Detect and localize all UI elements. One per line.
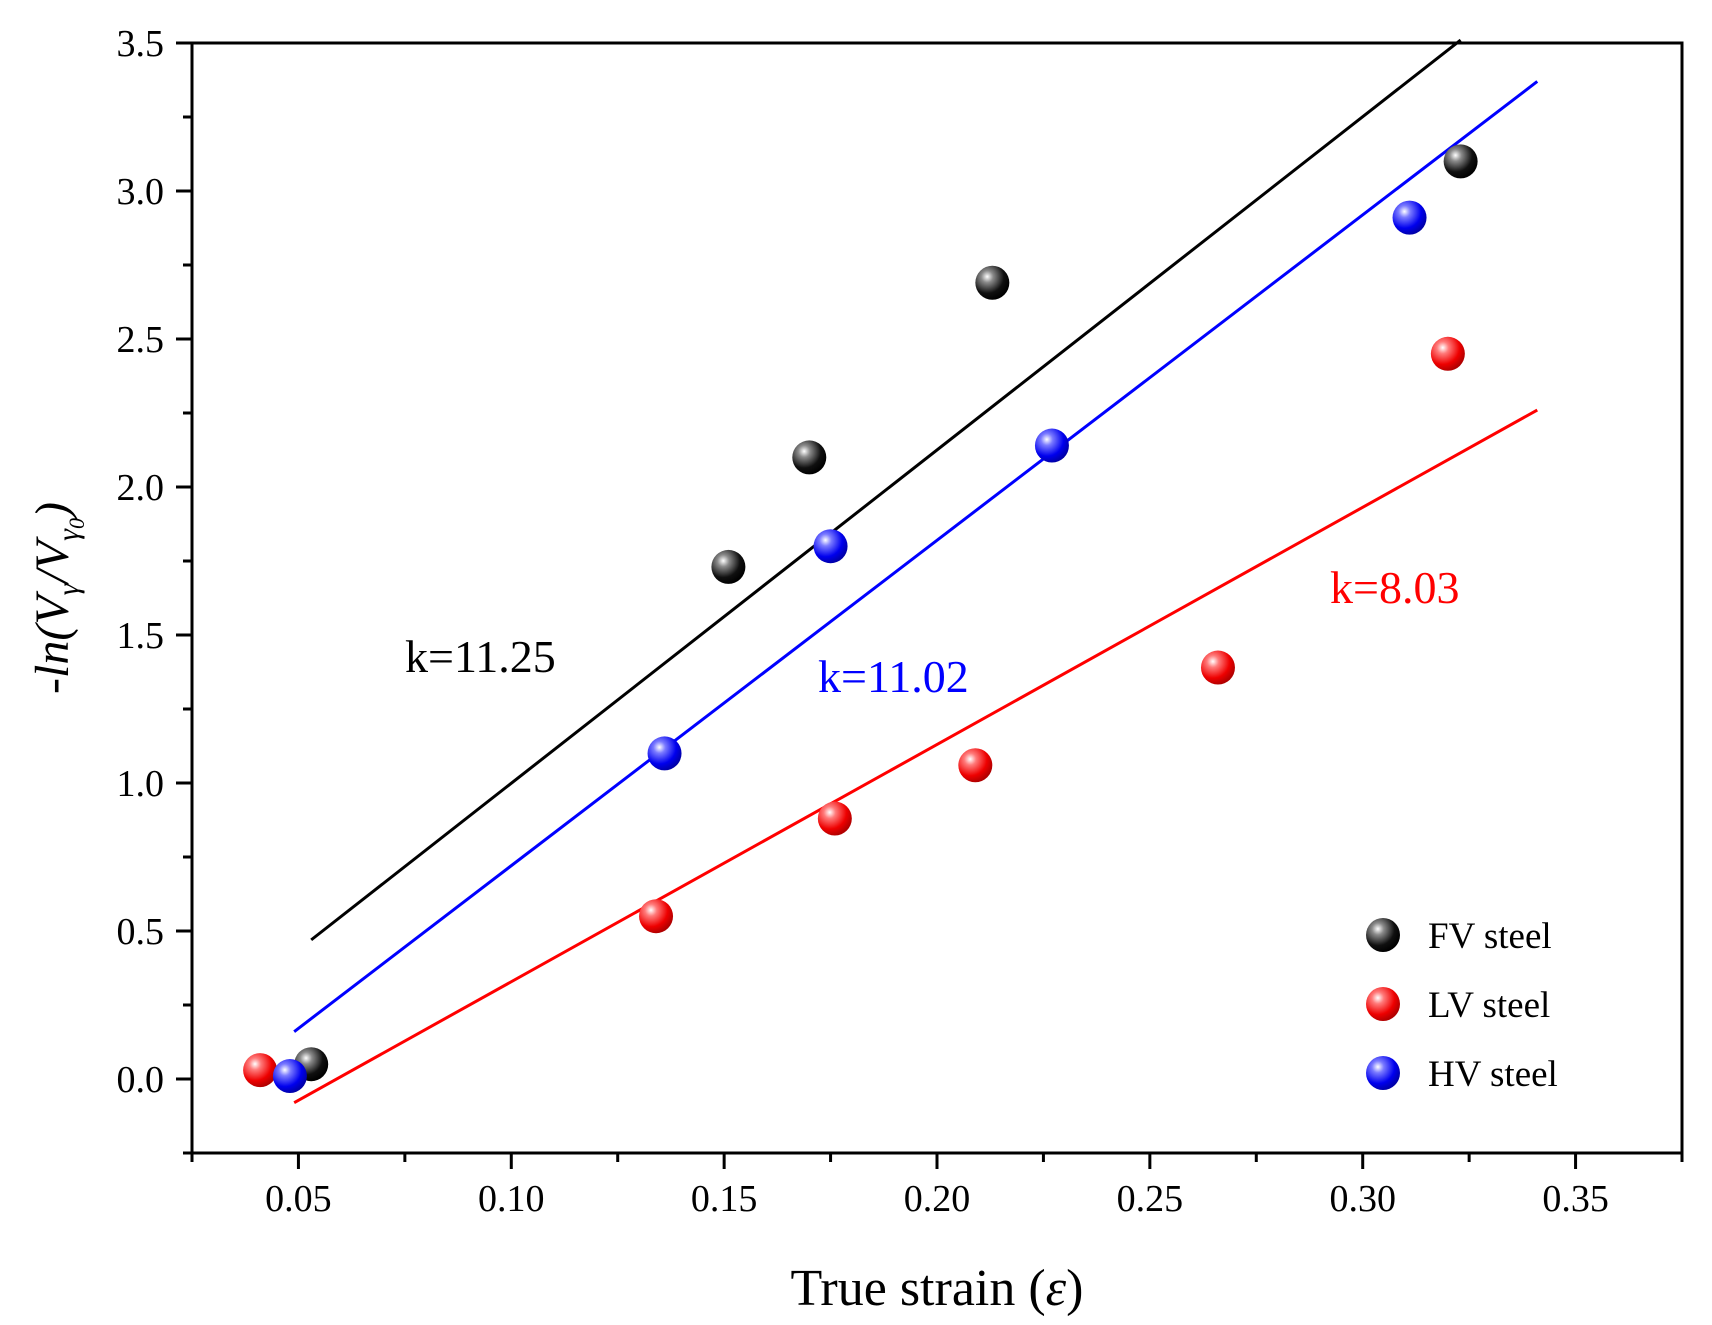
x-axis-label: True strain (ε) bbox=[790, 1260, 1083, 1317]
point-hv-2 bbox=[647, 736, 682, 771]
y-tick-label: 0.5 bbox=[117, 911, 165, 953]
point-lv-2 bbox=[639, 899, 674, 934]
legend-marker-fv bbox=[1366, 918, 1400, 952]
x-tick-label: 0.35 bbox=[1542, 1178, 1609, 1220]
x-tick-label: 0.30 bbox=[1329, 1178, 1396, 1220]
legend-label-fv: FV steel bbox=[1428, 916, 1552, 957]
y-tick-label: 3.5 bbox=[117, 23, 165, 65]
legend-label-hv: HV steel bbox=[1428, 1054, 1558, 1095]
point-lv-1 bbox=[243, 1053, 278, 1088]
x-axis-ticks: 0.05 0.10 0.15 0.20 0.25 0.30 0.35 bbox=[190, 1153, 1684, 1220]
x-tick-label: 0.10 bbox=[478, 1178, 545, 1220]
annotation-lv: k=8.03 bbox=[1330, 562, 1459, 613]
point-hv-3 bbox=[813, 529, 848, 564]
annotation-fv: k=11.25 bbox=[405, 631, 556, 682]
annotation-hv: k=11.02 bbox=[818, 651, 969, 702]
y-tick-label: 0.0 bbox=[117, 1059, 165, 1101]
x-tick-label: 0.15 bbox=[691, 1178, 758, 1220]
x-tick-label: 0.20 bbox=[904, 1178, 971, 1220]
point-fv-5 bbox=[1443, 144, 1478, 179]
point-hv-1 bbox=[272, 1059, 307, 1094]
fit-line-hv bbox=[293, 80, 1539, 1033]
y-tick-label: 1.5 bbox=[117, 615, 165, 657]
legend-marker-hv bbox=[1366, 1056, 1400, 1090]
x-tick-label: 0.25 bbox=[1117, 1178, 1184, 1220]
legend: FV steel LV steel HV steel bbox=[1366, 916, 1558, 1095]
y-tick-label: 2.0 bbox=[117, 467, 165, 509]
point-hv-4 bbox=[1034, 428, 1069, 463]
annotations: k=11.25 k=11.02 k=8.03 bbox=[405, 562, 1459, 702]
point-hv-5 bbox=[1392, 200, 1427, 235]
y-tick-label: 3.0 bbox=[117, 171, 165, 213]
legend-marker-lv bbox=[1366, 987, 1400, 1021]
point-fv-2 bbox=[711, 549, 746, 584]
point-lv-3 bbox=[817, 801, 852, 836]
fit-lines bbox=[293, 38, 1539, 1104]
point-lv-6 bbox=[1430, 336, 1465, 371]
point-lv-5 bbox=[1200, 650, 1235, 685]
point-lv-4 bbox=[958, 748, 993, 783]
legend-label-lv: LV steel bbox=[1428, 985, 1550, 1026]
data-points bbox=[243, 144, 1478, 1094]
y-axis-label: -ln(Vγ/Vγ0) bbox=[26, 502, 89, 694]
point-fv-3 bbox=[792, 440, 827, 475]
x-tick-label: 0.05 bbox=[265, 1178, 332, 1220]
fit-line-lv bbox=[293, 408, 1538, 1104]
y-tick-label: 1.0 bbox=[117, 763, 165, 805]
y-axis-ticks: 0.0 0.5 1.0 1.5 2.0 2.5 3.0 3.5 bbox=[117, 23, 192, 1155]
point-fv-4 bbox=[975, 265, 1010, 300]
y-tick-label: 2.5 bbox=[117, 319, 165, 361]
fit-line-fv bbox=[310, 38, 1462, 942]
